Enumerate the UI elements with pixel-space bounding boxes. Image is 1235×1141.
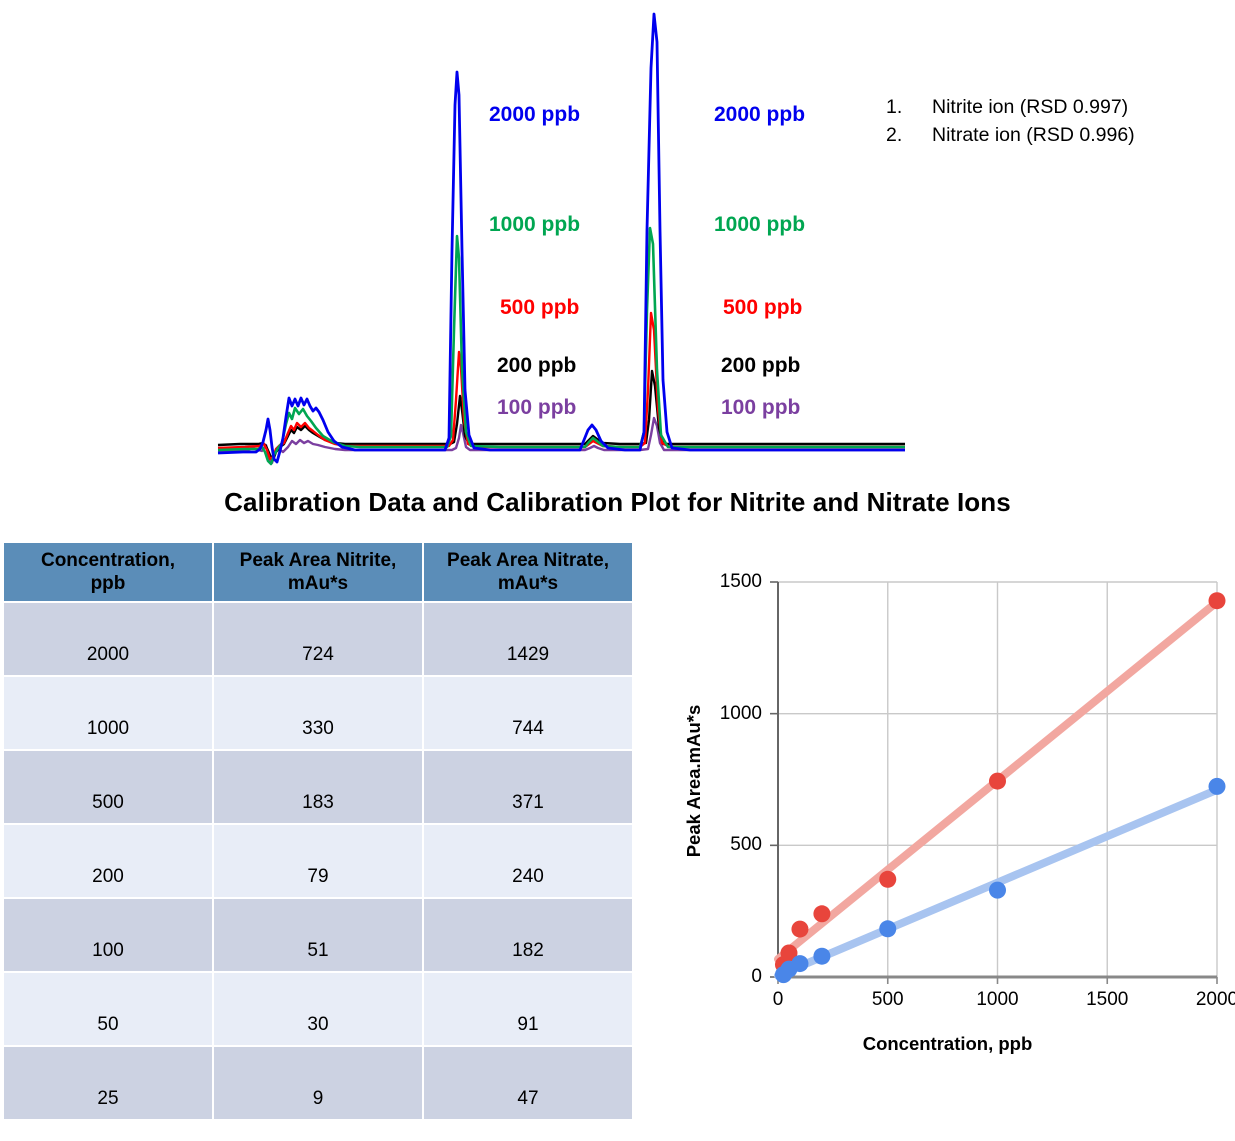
trace-2000ppb [217, 12, 905, 464]
cell-nitrate: 91 [424, 973, 632, 1045]
trace-500ppb [217, 311, 905, 461]
cell-nitrite: 724 [214, 603, 422, 675]
calibration-scatter-plot: Peak Area.mAu*s Concentration, ppb 0 500 1… [660, 545, 1235, 1090]
axis-lines [770, 581, 1218, 984]
page-title: Calibration Data and Calibration Plot fo… [224, 487, 1011, 517]
column-header-peak-area-nitrate: Peak Area Nitrate, mAu*s [424, 543, 632, 601]
cell-nitrate: 1429 [424, 603, 632, 675]
table-row: 200 79 240 [4, 825, 632, 897]
data-point-nitrite-ion [989, 881, 1006, 899]
data-point-nitrite-ion [1208, 777, 1226, 795]
table-header-row: Concentration, ppb Peak Area Nitrite, mA… [4, 543, 632, 601]
cell-nitrate: 240 [424, 825, 632, 897]
chrom-label-nitrate-2000: 2000 ppb [714, 103, 806, 126]
legend-item-label: Nitrate ion (RSD 0.996) [932, 124, 1135, 146]
cell-concentration: 25 [4, 1047, 212, 1119]
column-header-peak-area-nitrite: Peak Area Nitrite, mAu*s [214, 543, 422, 601]
legend-item-nitrate: 2. Nitrate ion (RSD 0.996) [886, 121, 1135, 149]
header-line-2: mAu*s [497, 573, 559, 594]
y-tick-label: 0 [751, 966, 762, 987]
y-tick-label: 500 [730, 834, 762, 856]
cell-nitrite: 183 [214, 751, 422, 823]
calibration-data-table: Concentration, ppb Peak Area Nitrite, mA… [2, 541, 634, 1121]
scatter-plot-canvas [770, 581, 1226, 984]
chromatogram-traces [217, 12, 905, 466]
y-tick-label: 1500 [719, 571, 762, 592]
header-line-1: Peak Area Nitrite, [239, 550, 397, 571]
cell-concentration: 50 [4, 973, 212, 1045]
chromatogram-panel: 2000 ppb 1000 ppb 500 ppb 200 ppb 100 pp… [0, 0, 1235, 470]
chrom-label-nitrite-2000: 2000 ppb [489, 103, 581, 126]
cell-nitrate: 371 [424, 751, 632, 823]
trace-100ppb [218, 416, 905, 465]
legend-item-number: 2. [886, 124, 903, 146]
data-point-nitrate-ion [1208, 592, 1226, 610]
cell-concentration: 500 [4, 751, 212, 823]
data-point-nitrate-ion [780, 944, 798, 962]
cell-concentration: 2000 [4, 603, 212, 675]
chrom-label-nitrate-500: 500 ppb [723, 296, 803, 319]
x-tick-label: 1500 [1086, 989, 1129, 1010]
data-point-nitrite-ion [791, 955, 809, 973]
legend-item-number: 1. [886, 96, 903, 118]
cell-nitrite: 51 [214, 899, 422, 971]
cell-nitrate: 744 [424, 677, 632, 749]
data-point-nitrite-ion [879, 920, 897, 938]
legend-item-nitrite: 1. Nitrite ion (RSD 0.997) [886, 93, 1135, 121]
header-line-2: mAu*s [287, 573, 349, 594]
table-row: 100 51 182 [4, 899, 632, 971]
data-point-nitrite-ion [813, 947, 831, 965]
cell-concentration: 100 [4, 899, 212, 971]
chrom-label-nitrite-1000: 1000 ppb [489, 213, 581, 236]
chrom-label-nitrate-100: 100 ppb [721, 396, 801, 419]
cell-nitrite: 30 [214, 973, 422, 1045]
column-header-concentration: Concentration, ppb [4, 543, 212, 601]
peak-legend: 1. Nitrite ion (RSD 0.997) 2. Nitrate io… [886, 93, 1135, 149]
x-tick-label: 0 [772, 989, 784, 1010]
cell-nitrite: 9 [214, 1047, 422, 1119]
data-point-nitrate-ion [813, 905, 831, 923]
chrom-label-nitrate-200: 200 ppb [721, 354, 801, 377]
x-tick-label: 500 [871, 989, 904, 1010]
cell-nitrate: 47 [424, 1047, 632, 1119]
table-row: 50 30 91 [4, 973, 632, 1045]
x-tick-label: 1000 [976, 989, 1019, 1010]
chrom-label-nitrite-100: 100 ppb [497, 396, 577, 419]
data-point-nitrate-ion [989, 772, 1006, 790]
trace-1000ppb [217, 226, 905, 466]
cell-concentration: 200 [4, 825, 212, 897]
header-line-2: ppb [90, 573, 126, 594]
y-tick-label: 1000 [719, 702, 762, 724]
data-point-nitrate-ion [791, 920, 809, 938]
chrom-label-nitrite-200: 200 ppb [497, 354, 577, 377]
x-axis-label: Concentration, ppb [862, 1033, 1033, 1054]
x-tick-label: 2000 [1195, 989, 1235, 1010]
table-row: 500 183 371 [4, 751, 632, 823]
data-points [774, 592, 1226, 984]
header-line-1: Concentration, [40, 550, 176, 571]
cell-concentration: 1000 [4, 677, 212, 749]
cell-nitrate: 182 [424, 899, 632, 971]
table-row: 25 9 47 [4, 1047, 632, 1119]
cell-nitrite: 79 [214, 825, 422, 897]
table-row: 1000 330 744 [4, 677, 632, 749]
data-point-nitrate-ion [879, 870, 897, 888]
cell-nitrite: 330 [214, 677, 422, 749]
header-line-1: Peak Area Nitrate, [447, 550, 609, 571]
legend-item-label: Nitrite ion (RSD 0.997) [932, 96, 1129, 118]
chrom-label-nitrate-1000: 1000 ppb [714, 213, 806, 236]
chrom-label-nitrite-500: 500 ppb [500, 296, 580, 319]
table-row: 2000 724 1429 [4, 603, 632, 675]
